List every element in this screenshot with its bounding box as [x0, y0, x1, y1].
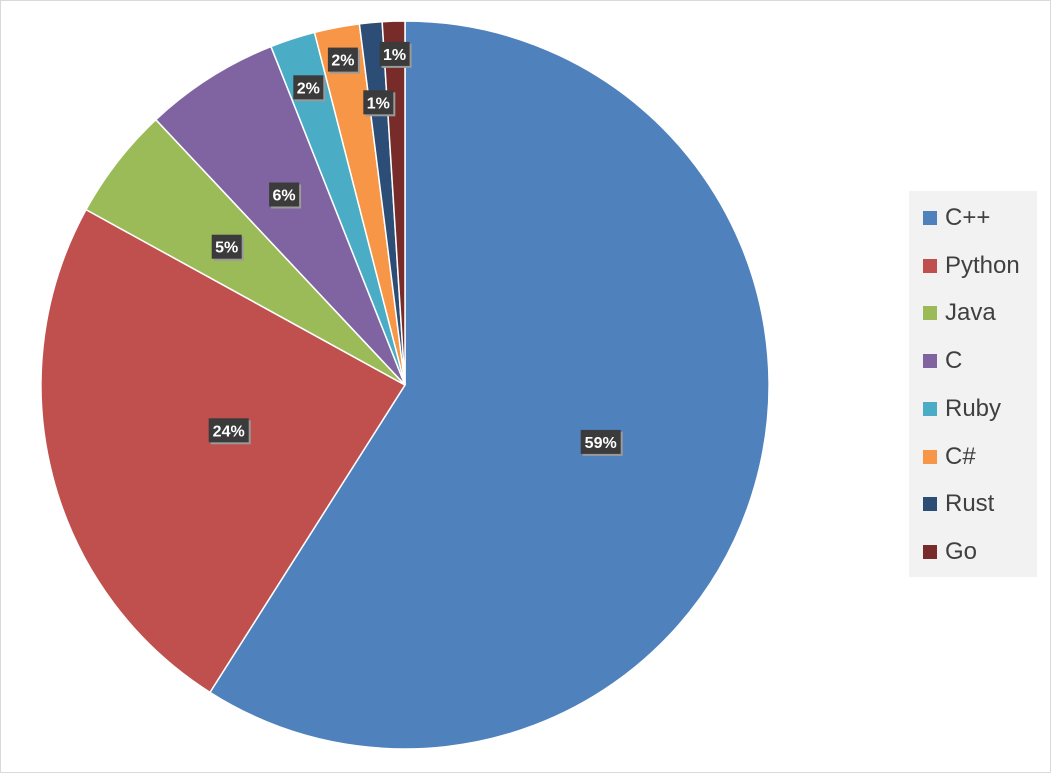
- data-label-cpp: 59%: [580, 429, 623, 456]
- data-label-csharp: 2%: [327, 47, 360, 74]
- legend-item-csharp: C#: [923, 443, 976, 471]
- legend-item-ruby: Ruby: [923, 395, 1001, 423]
- data-label-c: 6%: [269, 182, 302, 209]
- data-label-python: 24%: [208, 418, 251, 445]
- data-label-box: [211, 234, 242, 259]
- legend: C++ Python Java C Ruby C# Rust Go: [909, 191, 1037, 577]
- legend-label-c: C: [945, 347, 963, 374]
- legend-item-java: Java: [923, 299, 996, 327]
- legend-swatch-rust: [923, 497, 937, 511]
- legend-item-python: Python: [923, 252, 1020, 280]
- legend-label-csharp: C#: [945, 443, 976, 470]
- data-label-box: [363, 90, 394, 115]
- data-label-box: [269, 182, 300, 207]
- data-label-box: [293, 75, 324, 100]
- legend-swatch-csharp: [923, 450, 937, 464]
- legend-item-go: Go: [923, 538, 977, 566]
- legend-swatch-java: [923, 306, 937, 320]
- data-label-box: [580, 429, 621, 454]
- data-label-box: [327, 47, 358, 72]
- legend-swatch-cpp: [923, 211, 937, 225]
- pie-slice-cpp: [208, 20, 770, 750]
- legend-item-rust: Rust: [923, 490, 994, 518]
- data-label-text-java: 5%: [215, 240, 238, 257]
- legend-swatch-go: [923, 545, 937, 559]
- legend-label-python: Python: [945, 252, 1020, 279]
- data-label-text-python: 24%: [213, 423, 245, 440]
- data-label-text-csharp: 2%: [331, 53, 354, 70]
- data-label-box: [208, 418, 249, 443]
- data-label-java: 5%: [211, 234, 244, 261]
- legend-label-go: Go: [945, 538, 978, 565]
- data-label-text-go: 1%: [383, 47, 406, 64]
- data-label-rust: 1%: [363, 90, 396, 117]
- data-label-ruby: 2%: [293, 75, 326, 102]
- legend-label-rust: Rust: [945, 490, 995, 517]
- pie-slice-python: [40, 208, 407, 694]
- legend-label-cpp: C++: [945, 204, 991, 231]
- legend-label-java: Java: [945, 299, 996, 326]
- pie-slices: [40, 20, 770, 750]
- data-label-text-rust: 1%: [367, 95, 390, 112]
- legend-swatch-ruby: [923, 402, 937, 416]
- pie-slice-c: [154, 45, 406, 386]
- data-label-text-c: 6%: [273, 188, 296, 205]
- data-label-go: 1%: [379, 41, 412, 68]
- legend-swatch-c: [923, 354, 937, 368]
- legend-item-c: C: [923, 347, 962, 375]
- data-label-text-ruby: 2%: [297, 80, 320, 97]
- data-label-box: [379, 41, 410, 66]
- legend-label-ruby: Ruby: [945, 395, 1002, 422]
- data-labels: 59% 24% 5% 6% 2% 2% 1% 1%: [208, 41, 623, 456]
- data-label-text-cpp: 59%: [585, 435, 617, 452]
- legend-item-cpp: C++: [923, 204, 990, 232]
- legend-swatch-python: [923, 259, 937, 273]
